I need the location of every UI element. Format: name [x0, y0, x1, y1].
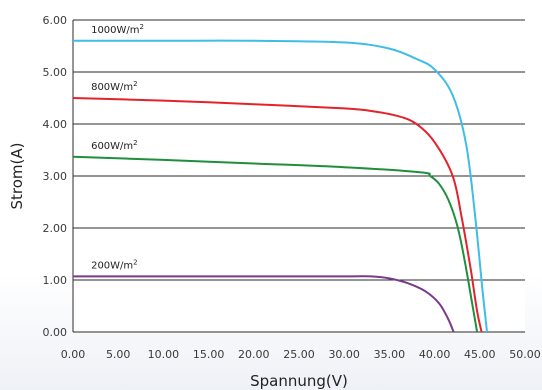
series-labels: 1000W/m2 800W/m2 600W/m2 200W/m2 — [91, 23, 144, 272]
y-axis-title: Strom(A) — [8, 143, 26, 210]
y-tick-label: 2.00 — [43, 222, 68, 235]
grid-lines — [72, 19, 525, 333]
y-tick-label: 3.00 — [43, 170, 68, 183]
series-line — [73, 39, 488, 333]
series-line — [72, 275, 455, 333]
y-tick-label: 6.00 — [43, 14, 68, 27]
x-tick-label: 0.00 — [61, 348, 86, 361]
y-tick-label: 0.00 — [43, 326, 68, 339]
x-tick-label: 25.00 — [283, 348, 315, 361]
x-tick-label: 10.00 — [148, 348, 180, 361]
series-label: 600W/m2 — [91, 139, 138, 152]
x-tick-label: 50.00 — [509, 348, 541, 361]
x-axis-title: Spannung(V) — [250, 372, 348, 390]
y-tick-label: 5.00 — [43, 66, 68, 79]
x-tick-label: 40.00 — [419, 348, 451, 361]
y-tick-label: 1.00 — [43, 274, 68, 287]
x-tick-label: 45.00 — [464, 348, 496, 361]
x-tick-label: 15.00 — [193, 348, 225, 361]
x-tick-label: 35.00 — [374, 348, 406, 361]
y-tick-label: 4.00 — [43, 118, 68, 131]
series-line — [72, 155, 479, 333]
x-tick-labels: 0.00 5.00 10.00 15.00 20.00 25.00 30.00 35.00 40… — [61, 348, 541, 361]
series-label: 800W/m2 — [91, 80, 138, 93]
series-lines — [72, 39, 488, 333]
series-label: 200W/m2 — [91, 258, 138, 271]
x-tick-label: 20.00 — [238, 348, 270, 361]
x-tick-label: 30.00 — [328, 348, 360, 361]
series-label: 1000W/m2 — [91, 23, 144, 36]
y-tick-labels: 0.00 1.00 2.00 3.00 4.00 5.00 6.00 — [43, 14, 68, 339]
series-line — [72, 97, 483, 333]
x-tick-label: 5.00 — [106, 348, 131, 361]
